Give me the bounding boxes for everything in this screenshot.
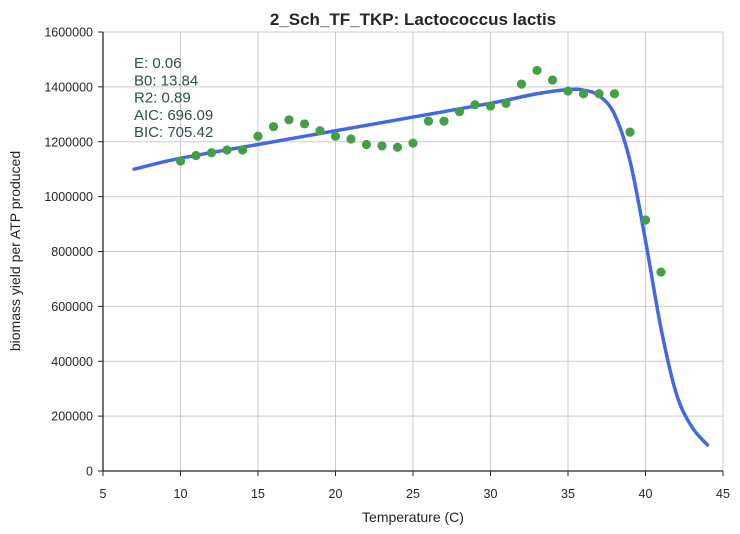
fit-statistic: B0: 13.84 — [134, 72, 198, 89]
data-point — [392, 142, 403, 152]
y-ticks: 0 200000 400000 600000 800000 1000000 1200000 1… — [44, 26, 103, 479]
data-point — [439, 116, 449, 126]
data-point — [253, 131, 263, 141]
data-point — [191, 150, 201, 161]
x-tick-label: 15 — [251, 487, 265, 501]
x-tick-label: 10 — [174, 487, 188, 501]
data-point — [578, 89, 589, 99]
x-tick-label: 35 — [561, 487, 575, 501]
x-tick-label: 30 — [484, 487, 498, 501]
data-point — [222, 145, 232, 155]
data-point — [470, 100, 480, 110]
x-ticks: 5 10 15 20 25 30 35 40 45 — [100, 471, 730, 501]
y-tick-label: 1400000 — [44, 80, 93, 94]
data-point — [485, 101, 496, 111]
data-point — [563, 86, 573, 96]
fit-statistic: AIC: 696.09 — [134, 107, 213, 124]
data-point — [656, 267, 666, 277]
grid — [103, 31, 724, 471]
y-tick-label: 400000 — [51, 355, 93, 369]
data-point — [501, 98, 511, 108]
data-point — [330, 131, 341, 141]
data-point — [315, 126, 325, 136]
data-point — [532, 65, 542, 76]
data-point — [594, 89, 604, 99]
data-point — [299, 119, 310, 129]
x-tick-label: 25 — [406, 487, 420, 501]
data-point — [547, 75, 558, 85]
data-point — [268, 122, 279, 132]
x-tick-label: 45 — [716, 487, 730, 501]
data-points — [175, 65, 666, 277]
x-tick-label: 5 — [100, 487, 107, 501]
x-axis-label: Temperature (C) — [362, 509, 464, 525]
y-tick-label: 800000 — [51, 245, 93, 259]
data-point — [361, 139, 372, 150]
data-point — [377, 141, 387, 151]
y-tick-label: 0 — [86, 465, 93, 479]
data-point — [284, 115, 294, 125]
y-tick-label: 200000 — [51, 410, 93, 424]
data-point — [237, 145, 248, 155]
y-tick-label: 600000 — [51, 300, 93, 314]
fit-statistic: E: 0.06 — [134, 55, 182, 72]
y-tick-label: 1000000 — [44, 190, 93, 204]
x-tick-label: 40 — [639, 487, 653, 501]
y-tick-label: 1200000 — [44, 135, 93, 149]
data-point — [206, 148, 217, 158]
fit-statistic: R2: 0.89 — [134, 90, 191, 107]
fit-statistic: BIC: 705.42 — [134, 124, 213, 141]
data-point — [175, 156, 186, 166]
data-point — [346, 134, 356, 144]
data-point — [408, 138, 418, 148]
y-axis-label: biomass yield per ATP produced — [7, 151, 23, 351]
chart-title: 2_Sch_TF_TKP: Lactococcus lactis — [270, 10, 556, 29]
data-point — [609, 89, 620, 99]
y-tick-label: 1600000 — [44, 26, 93, 40]
data-point — [454, 106, 465, 117]
fit-curve — [132, 87, 710, 447]
data-point — [640, 215, 651, 225]
data-point — [516, 79, 527, 89]
data-point — [625, 127, 635, 137]
data-point — [423, 116, 434, 126]
fit-curve-layer — [132, 87, 710, 447]
x-tick-label: 20 — [329, 487, 343, 501]
